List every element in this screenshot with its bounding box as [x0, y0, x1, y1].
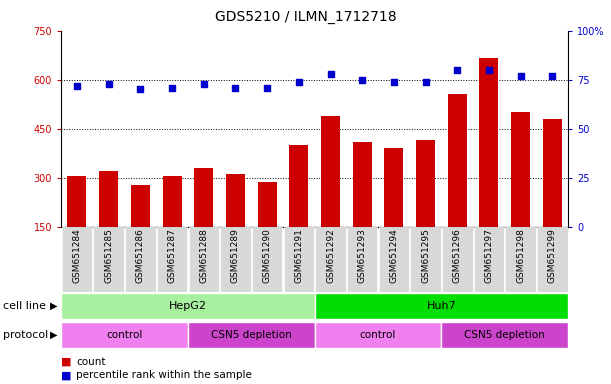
Bar: [226, 174, 245, 227]
Text: cell line: cell line: [3, 301, 46, 311]
Bar: [67, 176, 87, 227]
FancyBboxPatch shape: [441, 322, 568, 348]
Point: [136, 86, 145, 93]
FancyBboxPatch shape: [220, 227, 251, 292]
Text: GSM651291: GSM651291: [295, 228, 303, 283]
Point: [104, 81, 114, 87]
FancyBboxPatch shape: [189, 227, 219, 292]
Text: GSM651285: GSM651285: [104, 228, 113, 283]
FancyBboxPatch shape: [93, 227, 124, 292]
Text: protocol: protocol: [3, 330, 48, 340]
FancyBboxPatch shape: [61, 322, 188, 348]
FancyBboxPatch shape: [315, 293, 568, 319]
Bar: [384, 148, 403, 227]
FancyBboxPatch shape: [284, 227, 314, 292]
FancyBboxPatch shape: [411, 227, 441, 292]
FancyBboxPatch shape: [61, 293, 315, 319]
Point: [357, 77, 367, 83]
FancyBboxPatch shape: [347, 227, 378, 292]
Bar: [511, 112, 530, 227]
Bar: [258, 182, 277, 227]
Text: GSM651295: GSM651295: [421, 228, 430, 283]
FancyBboxPatch shape: [252, 227, 282, 292]
Text: GSM651292: GSM651292: [326, 228, 335, 283]
Text: GSM651284: GSM651284: [73, 228, 81, 283]
Bar: [416, 140, 435, 227]
Bar: [480, 58, 499, 227]
Text: control: control: [360, 330, 397, 340]
Text: GSM651296: GSM651296: [453, 228, 462, 283]
FancyBboxPatch shape: [505, 227, 536, 292]
Text: GSM651297: GSM651297: [485, 228, 494, 283]
Text: GSM651288: GSM651288: [199, 228, 208, 283]
Text: GSM651286: GSM651286: [136, 228, 145, 283]
FancyBboxPatch shape: [537, 227, 568, 292]
Bar: [543, 119, 562, 227]
Text: ▶: ▶: [50, 301, 57, 311]
Bar: [353, 142, 371, 227]
Point: [199, 81, 208, 87]
Text: GSM651299: GSM651299: [548, 228, 557, 283]
Point: [294, 79, 304, 85]
Point: [230, 84, 240, 91]
Bar: [194, 168, 213, 227]
FancyBboxPatch shape: [188, 322, 315, 348]
Point: [547, 73, 557, 79]
Text: GSM651289: GSM651289: [231, 228, 240, 283]
FancyBboxPatch shape: [125, 227, 156, 292]
Text: GSM651294: GSM651294: [389, 228, 398, 283]
Point: [516, 73, 525, 79]
Bar: [131, 185, 150, 227]
Bar: [99, 171, 118, 227]
Text: GSM651293: GSM651293: [357, 228, 367, 283]
Text: control: control: [106, 330, 143, 340]
Text: CSN5 depletion: CSN5 depletion: [211, 330, 291, 340]
Text: Huh7: Huh7: [426, 301, 456, 311]
Point: [484, 67, 494, 73]
Point: [326, 71, 335, 77]
Text: GDS5210 / ILMN_1712718: GDS5210 / ILMN_1712718: [214, 10, 397, 24]
Bar: [163, 176, 181, 227]
Point: [452, 67, 462, 73]
Text: CSN5 depletion: CSN5 depletion: [464, 330, 545, 340]
FancyBboxPatch shape: [157, 227, 187, 292]
Text: HepG2: HepG2: [169, 301, 207, 311]
Text: ▶: ▶: [50, 330, 57, 340]
Point: [72, 83, 82, 89]
Point: [262, 84, 272, 91]
Point: [421, 79, 431, 85]
Text: percentile rank within the sample: percentile rank within the sample: [76, 370, 252, 381]
Text: ■: ■: [61, 356, 71, 367]
Text: ■: ■: [61, 370, 71, 381]
Bar: [448, 94, 467, 227]
FancyBboxPatch shape: [442, 227, 472, 292]
Text: count: count: [76, 356, 106, 367]
Point: [167, 84, 177, 91]
FancyBboxPatch shape: [315, 227, 346, 292]
Bar: [290, 145, 309, 227]
FancyBboxPatch shape: [62, 227, 92, 292]
FancyBboxPatch shape: [315, 322, 441, 348]
Point: [389, 79, 399, 85]
Text: GSM651287: GSM651287: [167, 228, 177, 283]
Bar: [321, 116, 340, 227]
Text: GSM651298: GSM651298: [516, 228, 525, 283]
FancyBboxPatch shape: [474, 227, 504, 292]
Text: GSM651290: GSM651290: [263, 228, 272, 283]
FancyBboxPatch shape: [379, 227, 409, 292]
